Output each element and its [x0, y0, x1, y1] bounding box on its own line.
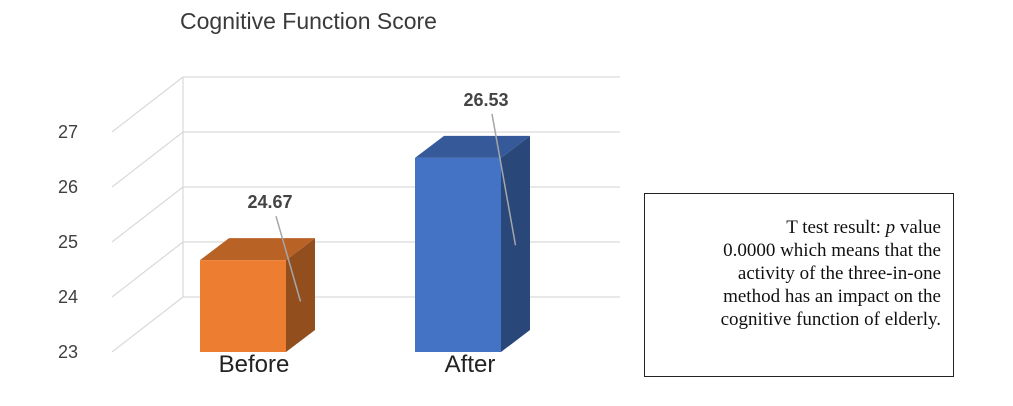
note-line-1-prefix: T test result:	[786, 217, 886, 238]
y-tick-label: 25	[58, 232, 78, 252]
bar	[415, 157, 501, 352]
note-line-5: cognitive function of elderly.	[720, 309, 941, 330]
chart-plot: 23 24 25 26 27 24.67 Before 26.53 After	[58, 76, 620, 378]
note-line-3: activity of the three-in-one	[737, 263, 941, 284]
note-p-symbol: p	[885, 217, 896, 238]
gridline-side	[111, 131, 184, 188]
gridline-side	[111, 241, 184, 298]
data-label: 26.53	[463, 90, 508, 110]
x-category-label: After	[445, 351, 496, 378]
t-test-note: T test result: p value 0.0000 which mean…	[644, 193, 954, 377]
bar-side	[286, 238, 315, 352]
y-tick-label: 24	[58, 287, 78, 307]
data-label-leader	[491, 113, 517, 246]
note-line-4: method has an impact on the	[723, 286, 941, 307]
bar	[200, 260, 286, 352]
note-line-1: T test result: p value	[659, 216, 941, 239]
gridline-side	[111, 296, 184, 353]
note-line-1-suffix: value	[895, 217, 941, 238]
y-tick-label: 23	[58, 342, 78, 362]
chart-title: Cognitive Function Score	[180, 8, 437, 34]
data-label: 24.67	[247, 192, 292, 212]
y-tick-label: 27	[58, 122, 78, 142]
chart: Cognitive Function Score 23 24 25 26 27 24.67…	[58, 8, 620, 378]
x-category-label: Before	[219, 351, 290, 378]
data-label-leader	[275, 215, 302, 302]
y-tick-label: 26	[58, 177, 78, 197]
bar-top	[200, 238, 315, 261]
gridline-side	[111, 76, 184, 133]
note-line-2: 0.0000 which means that the	[723, 240, 941, 261]
gridline-side	[111, 186, 184, 243]
bar-top	[415, 135, 530, 158]
